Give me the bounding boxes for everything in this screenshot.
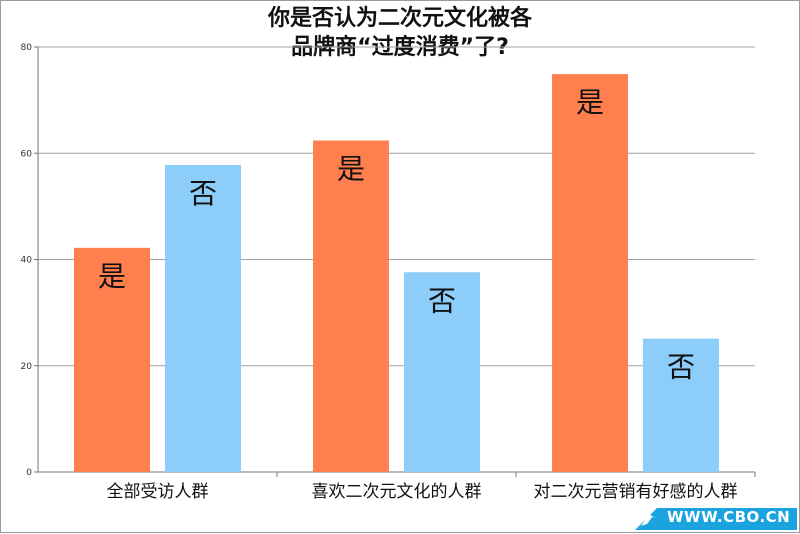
bar <box>404 272 480 472</box>
bar-series-label: 否 <box>428 284 456 317</box>
y-tick-label: 40 <box>21 256 33 266</box>
x-category-label: 喜欢二次元文化的人群 <box>312 482 482 502</box>
bar-series-label: 否 <box>189 177 217 210</box>
watermark-logo: WWW.CBO.CN <box>635 506 797 530</box>
bar <box>313 140 389 472</box>
bar <box>165 164 241 472</box>
bar-series-label: 是 <box>337 153 365 186</box>
x-category-label: 全部受访人群 <box>107 482 209 502</box>
x-category-label: 对二次元营销有好感的人群 <box>534 482 738 502</box>
watermark-bird-icon <box>635 508 797 530</box>
bar <box>552 74 628 472</box>
y-tick-label: 0 <box>26 468 32 478</box>
bar-series-label: 否 <box>667 351 695 384</box>
y-tick-label: 20 <box>21 362 33 372</box>
bar <box>74 247 150 472</box>
y-tick-label: 80 <box>21 43 33 53</box>
bar-series-label: 是 <box>576 86 604 119</box>
bar-series-label: 是 <box>98 260 126 293</box>
chart-title-line-1: 你是否认为二次元文化被各 <box>267 6 532 31</box>
watermark-text: WWW.CBO.CN <box>667 508 791 526</box>
bar <box>643 338 719 472</box>
y-tick-label: 60 <box>21 149 33 159</box>
